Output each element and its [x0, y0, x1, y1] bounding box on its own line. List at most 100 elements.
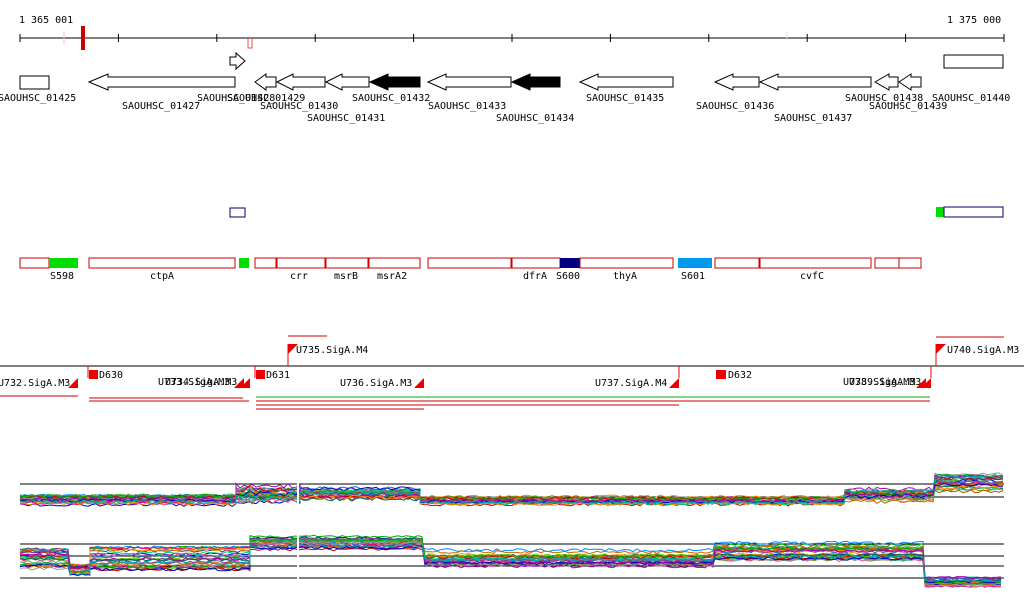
terminator-feature[interactable]: D631 — [254, 366, 290, 381]
promoter-label: U736.SigA.M3 — [340, 378, 412, 389]
segment-box[interactable] — [579, 257, 674, 269]
gene-feature[interactable]: SAOUHSC_01435 — [578, 73, 674, 104]
expression-profile-line — [19, 545, 1002, 585]
gene-box — [943, 54, 1004, 69]
segment-srna[interactable] — [560, 258, 580, 268]
gene-label: SAOUHSC_01427 — [122, 101, 200, 112]
promoter-label: U738.SigA.M3 — [843, 377, 915, 388]
gene-feature[interactable]: SAOUHSC_01439 — [869, 73, 947, 112]
gene-feature[interactable]: SAOUHSC_01436 — [696, 73, 774, 112]
segment-label: msrA2 — [377, 271, 407, 282]
gene-feature[interactable]: SAOUHSC_01434 — [496, 73, 574, 124]
promoter-flag — [921, 378, 931, 388]
segment-label: ctpA — [150, 271, 174, 282]
promoter-feature[interactable]: U734.SigA.M3 — [165, 377, 250, 388]
terminator-marker — [256, 370, 265, 379]
terminator-label: D630 — [99, 370, 123, 381]
expression-profile-line — [20, 538, 1002, 584]
gene-label: SAOUHSC_01433 — [428, 101, 506, 112]
segment-srna[interactable] — [678, 258, 712, 268]
segment-box[interactable] — [714, 257, 760, 269]
segment-track: S598 ctpA crr msrB msrA2 dfrA S600 thyA … — [19, 257, 922, 282]
segment-box[interactable] — [898, 257, 922, 269]
segment-label: S601 — [681, 271, 705, 282]
promoter-flag — [288, 344, 298, 354]
segment-box[interactable] — [427, 257, 512, 269]
promoter-feature[interactable]: U739.SigA.M3 — [849, 366, 932, 388]
promoter-flag — [234, 378, 244, 388]
feature-box[interactable] — [943, 206, 1004, 218]
expression-profile-line — [19, 544, 1002, 580]
promoter-feature[interactable]: U737.SigA.M4 — [595, 366, 680, 389]
feature-box[interactable] — [229, 207, 246, 218]
gene-arrow — [229, 51, 246, 71]
segment-label: msrB — [334, 271, 358, 282]
gene-label: SAOUHSC_01429 — [227, 93, 305, 104]
expression-track-lower — [19, 534, 1004, 588]
promoter-feature[interactable]: U736.SigA.M3 — [340, 378, 424, 389]
expression-profiles-lower — [19, 534, 1002, 588]
segment-box[interactable] — [759, 257, 872, 269]
segment-box[interactable] — [325, 257, 369, 269]
promoter-flag — [240, 378, 250, 388]
promoter-label: U739.SigA.M3 — [849, 377, 921, 388]
segment-srna[interactable] — [49, 258, 78, 268]
expression-track-upper — [19, 472, 1004, 507]
promoter-label: U735.SigA.M4 — [296, 345, 368, 356]
expression-profiles-upper — [19, 472, 1004, 507]
expression-profile-line — [19, 539, 1001, 584]
promoter-feature[interactable]: U735.SigA.M4 — [287, 335, 368, 366]
gene-arrow — [324, 73, 370, 91]
promoter-label: U732.SigA.M3 — [0, 378, 70, 389]
gene-feature[interactable]: SAOUHSC_01433 — [426, 73, 512, 112]
segment-srna[interactable] — [239, 258, 249, 268]
segment-label: S598 — [50, 271, 74, 282]
gene-label: SAOUHSC_01425 — [0, 93, 76, 104]
expression-profile-line — [19, 538, 1002, 585]
segment-box[interactable] — [88, 257, 236, 269]
gene-feature[interactable]: SAOUHSC_01428 — [197, 51, 275, 104]
promoter-label: U740.SigA.M3 — [947, 345, 1019, 356]
gene-arrow — [368, 73, 421, 91]
gene-feature[interactable]: SAOUHSC_01432 — [352, 73, 430, 104]
promoter-flag — [68, 378, 78, 388]
promoter-feature[interactable]: U740.SigA.M3 — [935, 336, 1019, 366]
promoter-track: U732.SigA.M3 D630 U733.SigA.M3 U734.SigA… — [0, 335, 1024, 410]
segment-box[interactable] — [276, 257, 326, 269]
gene-feature[interactable]: SAOUHSC_01438 — [845, 73, 923, 104]
segment-box[interactable] — [874, 257, 900, 269]
expression-profile-line — [19, 540, 1002, 585]
gene-label: SAOUHSC_01438 — [845, 93, 923, 104]
segment-box[interactable] — [254, 257, 277, 269]
feature-box-marker — [936, 207, 944, 217]
gene-label: SAOUHSC_01439 — [869, 101, 947, 112]
ruler-small-marker — [247, 38, 253, 49]
expression-profile-line — [19, 475, 1004, 505]
terminator-feature[interactable]: D632 — [716, 370, 752, 381]
gene-arrow — [758, 73, 872, 91]
gene-track: SAOUHSC_01425 SAOUHSC_01427 SAOUHSC_0142… — [0, 51, 1010, 124]
expression-profile-line — [19, 483, 1004, 504]
ruler-region-marker — [81, 26, 85, 50]
gene-feature[interactable]: SAOUHSC_01440 — [932, 54, 1010, 104]
terminator-marker — [716, 370, 726, 379]
promoter-flag — [414, 378, 424, 388]
terminator-feature[interactable]: D630 — [87, 366, 123, 381]
gene-label: SAOUHSC_01440 — [932, 93, 1010, 104]
segment-box[interactable] — [511, 257, 561, 269]
promoter-feature[interactable]: U733.SigA.M3 — [158, 377, 244, 388]
gene-arrow — [254, 73, 277, 91]
segment-box[interactable] — [368, 257, 421, 269]
gene-label: SAOUHSC_01430 — [260, 101, 338, 112]
expression-profile-line — [19, 540, 1002, 585]
gene-feature[interactable]: SAOUHSC_01427 — [87, 73, 236, 112]
gene-label: SAOUHSC_01431 — [307, 113, 385, 124]
ruler-start-label: 1 365 001 — [19, 15, 73, 26]
segment-box[interactable] — [19, 257, 50, 269]
promoter-feature[interactable]: U732.SigA.M3 — [0, 378, 78, 397]
gene-feature[interactable]: SAOUHSC_01425 — [0, 75, 76, 104]
segment-label: thyA — [613, 271, 637, 282]
gene-feature[interactable]: SAOUHSC_01437 — [758, 73, 872, 124]
gene-box — [19, 75, 50, 90]
